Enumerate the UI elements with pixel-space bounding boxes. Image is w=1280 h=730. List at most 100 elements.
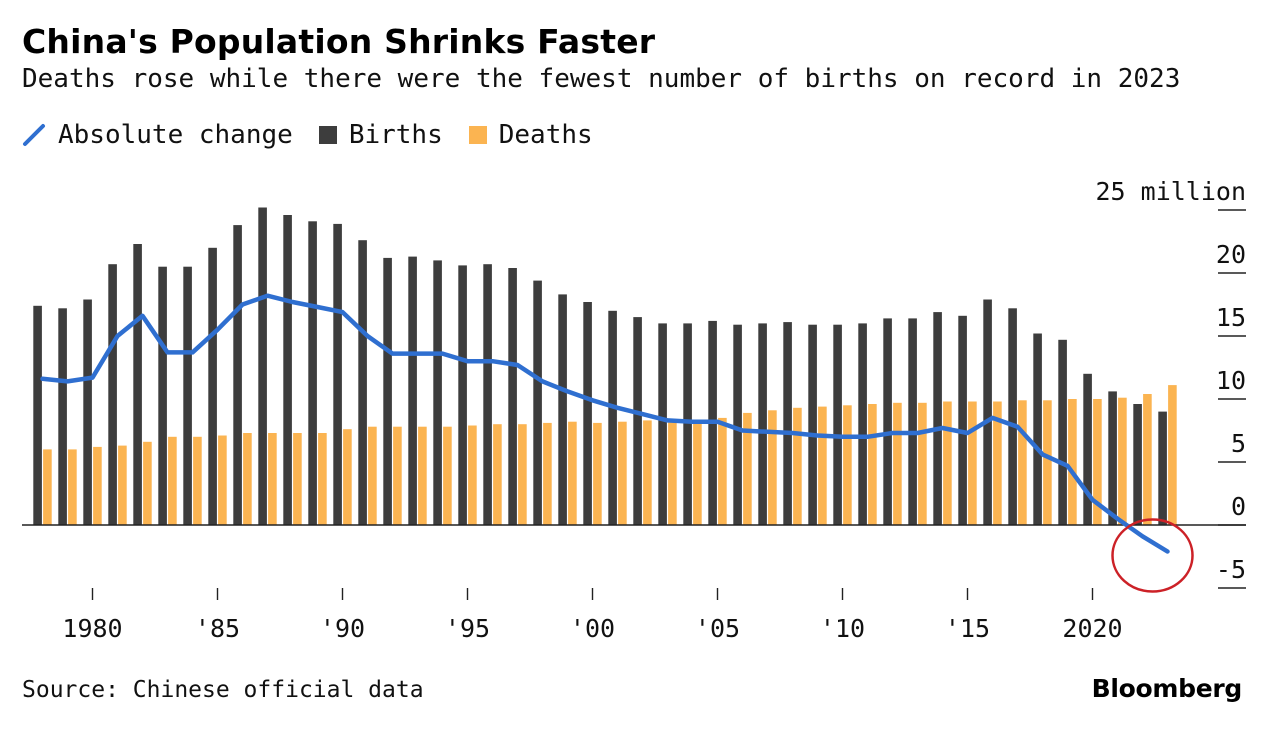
deaths-bar <box>43 449 52 525</box>
x-tick-label: '85 <box>195 614 240 643</box>
deaths-bar <box>218 435 227 525</box>
legend-label-births: Births <box>348 120 443 150</box>
births-bar <box>1133 404 1142 525</box>
legend-label-absolute-change: Absolute change <box>58 120 293 150</box>
births-bar <box>758 323 767 525</box>
births-bar <box>833 324 842 525</box>
births-bar <box>133 244 142 525</box>
births-bar <box>83 299 92 525</box>
births-bar <box>258 207 267 525</box>
y-tick-label: -5 <box>1216 555 1246 584</box>
y-tick-label: 15 <box>1216 303 1246 332</box>
deaths-bar <box>1068 399 1077 525</box>
births-bar <box>658 323 667 525</box>
births-bar <box>958 315 967 525</box>
births-bar <box>408 256 417 525</box>
x-tick-label: '95 <box>445 614 490 643</box>
chart-subtitle: Deaths rose while there were the fewest … <box>22 64 1181 94</box>
absolute-change-line <box>40 293 1170 554</box>
deaths-bar <box>793 407 802 525</box>
births-bar <box>533 280 542 525</box>
x-tick-label: '90 <box>320 614 365 643</box>
deaths-bar <box>1168 385 1177 525</box>
chart-legend: Absolute change Births Deaths <box>22 120 619 150</box>
deaths-bar <box>543 422 552 525</box>
births-bar <box>858 323 867 525</box>
deaths-bar <box>168 436 177 525</box>
deaths-bar <box>1018 400 1027 525</box>
deaths-bar <box>518 424 527 525</box>
highlight-circle <box>1111 518 1194 593</box>
births-bar <box>483 264 492 525</box>
source-note: Source: Chinese official data <box>22 677 424 703</box>
births-bar <box>108 264 117 525</box>
births-bar <box>183 266 192 525</box>
births-bar <box>908 318 917 525</box>
deaths-bar <box>293 433 302 525</box>
deaths-bar <box>918 402 927 525</box>
births-bar <box>358 240 367 525</box>
births-bar <box>883 318 892 525</box>
x-tick-label: '00 <box>570 614 615 643</box>
deaths-bar <box>318 433 327 525</box>
deaths-bar <box>418 426 427 525</box>
deaths-bar <box>968 401 977 525</box>
births-bar <box>1058 339 1067 525</box>
deaths-bar <box>568 421 577 525</box>
deaths-bar <box>268 433 277 525</box>
y-tick-label: 10 <box>1216 366 1246 395</box>
deaths-swatch-icon <box>468 126 487 144</box>
legend-item-deaths: Deaths <box>468 120 593 150</box>
births-bar <box>58 308 67 525</box>
births-bar <box>808 324 817 525</box>
births-bar <box>508 268 517 525</box>
deaths-bar <box>143 441 152 525</box>
deaths-bar <box>693 420 702 525</box>
x-tick-label: '05 <box>695 614 740 643</box>
deaths-bar <box>943 401 952 525</box>
deaths-bar <box>993 401 1002 525</box>
deaths-bar <box>768 410 777 525</box>
deaths-bar <box>668 420 677 525</box>
births-bar <box>33 305 42 525</box>
deaths-bar <box>718 417 727 525</box>
deaths-bar <box>1143 394 1152 525</box>
births-bar <box>1033 333 1042 525</box>
y-tick-label: 5 <box>1231 429 1246 458</box>
deaths-bar <box>468 425 477 525</box>
x-tick-label: 2020 <box>1062 614 1122 643</box>
births-bar <box>308 221 317 526</box>
births-bar <box>783 322 792 525</box>
deaths-bar <box>243 433 252 525</box>
deaths-bar <box>743 412 752 525</box>
births-bar <box>608 310 617 525</box>
legend-item-absolute-change: Absolute change <box>22 120 293 150</box>
deaths-bar <box>593 422 602 525</box>
deaths-bar <box>1043 400 1052 525</box>
deaths-bar <box>443 426 452 525</box>
deaths-bar <box>93 446 102 525</box>
births-bar <box>1108 391 1117 525</box>
deaths-bar <box>343 429 352 525</box>
x-tick-label: '15 <box>945 614 990 643</box>
births-bar <box>1083 373 1092 525</box>
deaths-bar <box>368 426 377 525</box>
deaths-bar <box>193 436 202 525</box>
births-bar <box>283 215 292 525</box>
deaths-bar <box>1118 397 1127 525</box>
deaths-bar <box>68 449 77 525</box>
births-bar <box>983 299 992 525</box>
deaths-bar <box>818 406 827 525</box>
legend-label-deaths: Deaths <box>498 120 593 150</box>
deaths-bar <box>493 424 502 525</box>
deaths-bar <box>393 426 402 525</box>
deaths-bar <box>868 404 877 525</box>
chart-title: China's Population Shrinks Faster <box>22 22 656 61</box>
x-tick-label: '10 <box>820 614 865 643</box>
births-bar <box>158 266 167 525</box>
births-bar <box>1158 411 1167 525</box>
births-bar <box>683 323 692 525</box>
births-bar <box>633 317 642 525</box>
legend-item-births: Births <box>318 120 443 150</box>
